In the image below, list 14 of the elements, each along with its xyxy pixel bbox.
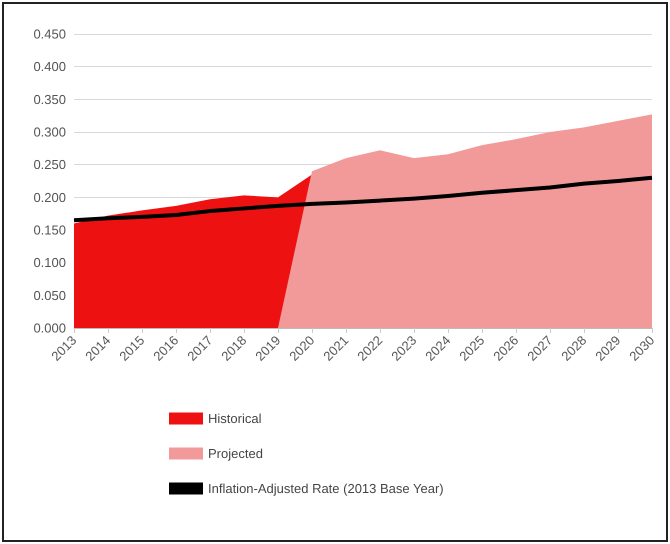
y-tick-label: 0.050 (33, 288, 66, 303)
line-series (72, 176, 654, 222)
y-tick-label: 0.150 (33, 222, 66, 238)
legend-label: Inflation-Adjusted Rate (2013 Base Year) (208, 481, 444, 496)
y-tick-label: 0.450 (33, 26, 66, 42)
y-tick-label: 0.100 (33, 255, 66, 270)
y-tick-label: 0.250 (33, 157, 66, 172)
y-tick-label: 0.300 (33, 124, 66, 140)
y-tick-label: 0.200 (33, 190, 66, 205)
y-tick-label: 0.400 (33, 59, 66, 74)
y-tick-label: 0.000 (33, 320, 66, 336)
legend-label: Projected (208, 446, 263, 461)
y-tick-label: 0.350 (33, 92, 66, 107)
legend-label: Historical (208, 411, 262, 426)
